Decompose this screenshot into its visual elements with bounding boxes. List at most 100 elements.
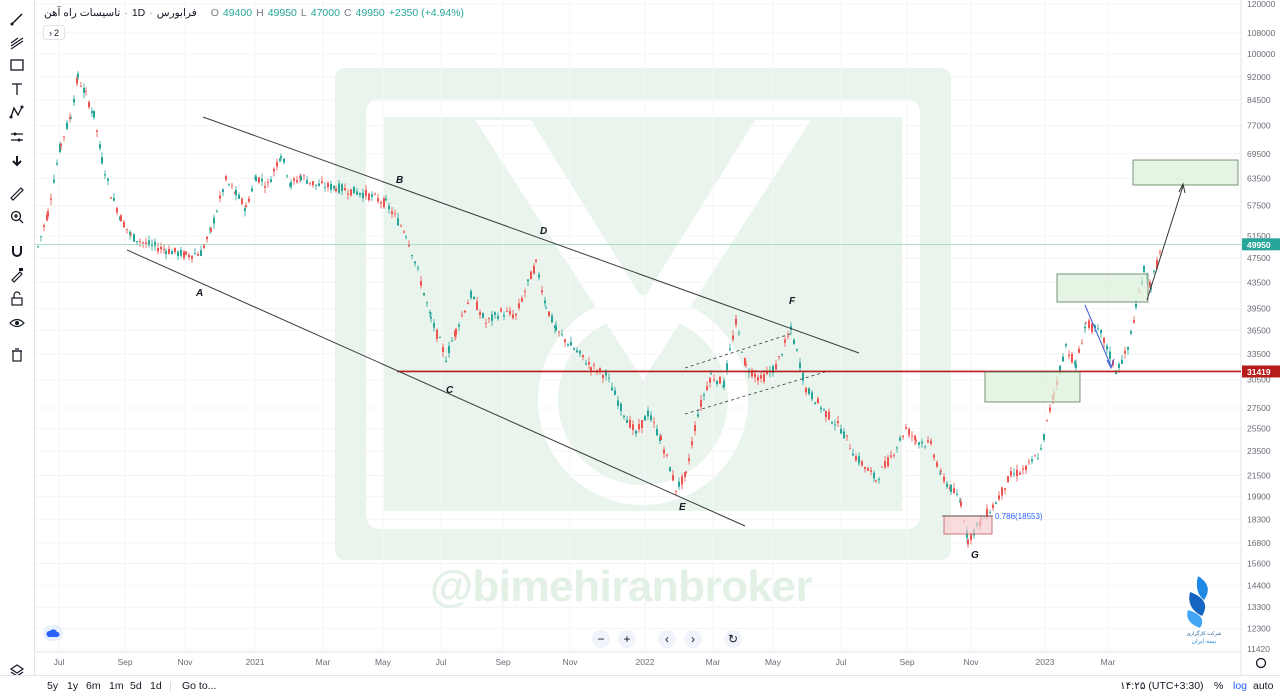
candle-body — [515, 313, 517, 316]
scroll-right-button[interactable]: › — [684, 630, 702, 648]
candle-body — [116, 208, 118, 213]
scroll-left-button[interactable]: ‹ — [658, 630, 676, 648]
wave-label: B — [396, 175, 403, 186]
trash-icon[interactable] — [5, 344, 29, 366]
candle — [535, 259, 537, 264]
zoom-in-button[interactable]: + — [618, 630, 636, 648]
text-icon[interactable] — [5, 78, 29, 100]
candle — [946, 481, 948, 490]
candle — [238, 192, 240, 200]
timeframe-5y[interactable]: 5y — [47, 680, 59, 692]
candle — [738, 330, 740, 337]
candle — [805, 386, 807, 396]
broker-logo: شرکت کارگزاری بیمه ایران — [1168, 572, 1240, 652]
candle — [255, 173, 257, 182]
candle — [171, 249, 173, 255]
lock-icon[interactable] — [5, 288, 29, 310]
candle-body — [678, 481, 680, 487]
candle — [286, 174, 288, 178]
candle — [1103, 337, 1105, 349]
candle-body — [1071, 354, 1073, 363]
candle — [890, 450, 892, 459]
chart-grid — [35, 0, 1241, 652]
candle-body — [228, 183, 230, 185]
price-axis[interactable]: 120000 108000 100000 92000 84500 77000 69500 63… — [1240, 0, 1280, 675]
chart-area[interactable]: 120000 108000 100000 92000 84500 77000 69500 63… — [35, 0, 1280, 675]
candle — [133, 233, 135, 243]
multi-line-icon[interactable] — [5, 31, 29, 53]
timeframe-6m[interactable]: 6m — [86, 680, 101, 692]
candle — [796, 348, 798, 353]
candle — [318, 179, 320, 187]
rectangle-icon[interactable] — [5, 54, 29, 76]
percent-toggle[interactable]: % — [1214, 680, 1224, 692]
candle-body — [142, 242, 144, 244]
candle — [843, 427, 845, 439]
pattern-icon[interactable] — [5, 101, 29, 123]
candle-body — [66, 122, 68, 129]
ruler-icon[interactable] — [5, 183, 29, 205]
candle — [66, 120, 68, 131]
drawings[interactable]: 0.786(18553) — [35, 116, 1241, 535]
candle — [330, 180, 332, 194]
timeframe-1d[interactable]: 1d — [150, 680, 162, 692]
candle — [582, 354, 584, 361]
brush-icon[interactable] — [5, 8, 29, 30]
candle-body — [405, 236, 407, 238]
candle-body — [365, 189, 367, 196]
candle-body — [312, 181, 314, 186]
magnet-icon[interactable] — [5, 240, 29, 262]
reset-icon[interactable]: ↻ — [724, 630, 742, 648]
candle-body — [551, 315, 553, 323]
candle — [995, 501, 997, 505]
price-tick-label: 47500 — [1247, 253, 1271, 263]
candle — [333, 185, 335, 192]
measure-fork-icon[interactable] — [5, 126, 29, 148]
candle-body — [244, 208, 246, 212]
candle-body — [723, 380, 725, 388]
symbol-name[interactable]: تاسیسات راه آهن — [44, 7, 121, 19]
cloud-icon[interactable] — [43, 625, 63, 641]
timeframe-1y[interactable]: 1y — [67, 680, 79, 692]
timeframe-5d[interactable]: 5d — [130, 680, 142, 692]
time-axis[interactable]: Jul Sep Nov 2021 Mar May Jul Sep Nov 2022 Mar May Ju… — [35, 651, 1267, 669]
zoom-icon[interactable] — [5, 206, 29, 228]
candle — [1065, 342, 1067, 349]
candle-body — [509, 310, 511, 315]
candle-body — [726, 363, 728, 371]
arrow-down-icon[interactable] — [5, 150, 29, 172]
candle — [1081, 338, 1083, 345]
candle-body — [1065, 344, 1067, 346]
log-toggle[interactable]: log — [1233, 680, 1248, 692]
candle — [324, 182, 326, 192]
candle-body — [1062, 356, 1064, 362]
lock-pencil-icon[interactable] — [5, 264, 29, 286]
goto-button[interactable]: Go to... — [182, 680, 217, 692]
candle — [60, 142, 62, 150]
navigation-controls: − + ‹ › ↻ — [592, 630, 742, 648]
eye-icon[interactable] — [5, 312, 29, 334]
candle — [388, 202, 390, 214]
candle — [567, 343, 569, 348]
zoom-out-button[interactable]: − — [592, 630, 610, 648]
candle — [950, 484, 952, 496]
candle-body — [264, 186, 266, 188]
auto-toggle[interactable]: auto — [1253, 680, 1274, 692]
candle-body — [846, 435, 848, 437]
candle-body — [110, 197, 112, 199]
clock-display[interactable]: ۱۴:۲۵ (UTC+3:30) — [1120, 680, 1204, 692]
candle-body — [279, 158, 281, 161]
candle-body — [579, 350, 581, 354]
candle — [672, 469, 674, 482]
candle — [96, 129, 98, 138]
interval[interactable]: 1D — [131, 7, 146, 19]
candle — [669, 466, 671, 472]
timeframe-1m[interactable]: 1m — [109, 680, 124, 692]
candle-body — [843, 431, 845, 439]
candle — [467, 299, 469, 305]
candle — [608, 373, 610, 383]
candle-body — [512, 314, 514, 319]
candle — [617, 396, 619, 410]
indicator-collapse-button[interactable]: › 2 — [43, 25, 65, 40]
candle-body — [629, 419, 631, 428]
